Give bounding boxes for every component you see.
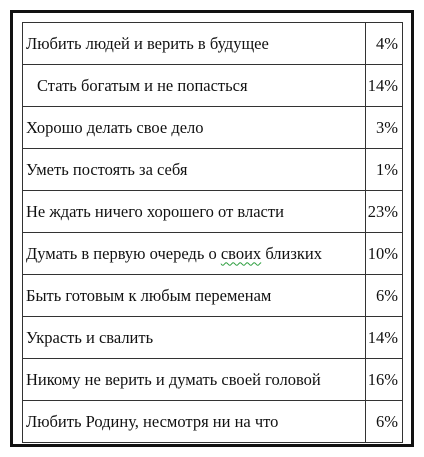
row-label-end: близких — [261, 243, 322, 263]
row-label: Уметь постоять за себя — [22, 148, 366, 191]
row-percentage: 6% — [365, 274, 403, 317]
row-percentage: 1% — [365, 148, 403, 191]
table-row: Никому не верить и думать своей головой … — [22, 358, 403, 401]
row-percentage: 14% — [365, 64, 403, 107]
table-row: Быть готовым к любым переменам 6% — [22, 274, 403, 317]
spellcheck-marked-word[interactable]: своих — [220, 243, 262, 263]
row-percentage: 16% — [365, 358, 403, 401]
row-label-start: Думать в первую очередь о — [26, 243, 221, 263]
table-row: Любить людей и верить в будущее 4% — [22, 22, 403, 65]
row-percentage: 23% — [365, 190, 403, 233]
table-row: Украсть и свалить 14% — [22, 316, 403, 359]
row-label: Стать богатым и не попасться — [22, 64, 366, 107]
row-label: Любить Родину, несмотря ни на что — [22, 400, 366, 443]
row-percentage: 6% — [365, 400, 403, 443]
row-label: Никому не верить и думать своей головой — [22, 358, 366, 401]
table-row: Уметь постоять за себя 1% — [22, 148, 403, 191]
table-row: Не ждать ничего хорошего от власти 23% — [22, 190, 403, 233]
row-label: Хорошо делать свое дело — [22, 106, 366, 149]
survey-table: Любить людей и верить в будущее 4% Стать… — [22, 22, 403, 443]
row-label: Украсть и свалить — [22, 316, 366, 359]
survey-table-frame: Любить людей и верить в будущее 4% Стать… — [10, 10, 414, 447]
table-row: Любить Родину, несмотря ни на что 6% — [22, 400, 403, 443]
table-row: Думать в первую очередь о своих близких … — [22, 232, 403, 275]
table-row: Стать богатым и не попасться 14% — [22, 64, 403, 107]
table-row: Хорошо делать свое дело 3% — [22, 106, 403, 149]
row-percentage: 10% — [365, 232, 403, 275]
row-label: Не ждать ничего хорошего от власти — [22, 190, 366, 233]
row-label: Быть готовым к любым переменам — [22, 274, 366, 317]
row-label: Думать в первую очередь о своих близких — [22, 232, 366, 275]
row-percentage: 14% — [365, 316, 403, 359]
row-label: Любить людей и верить в будущее — [22, 22, 366, 65]
row-percentage: 4% — [365, 22, 403, 65]
row-percentage: 3% — [365, 106, 403, 149]
